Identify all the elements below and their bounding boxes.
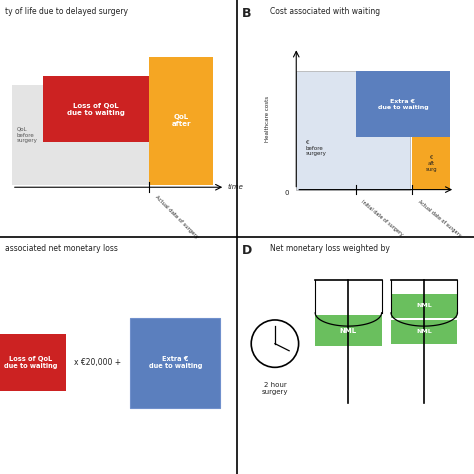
Text: D: D xyxy=(242,244,252,257)
Text: Loss of QoL
due to waiting: Loss of QoL due to waiting xyxy=(67,102,125,116)
Text: Actual date of surgery: Actual date of surgery xyxy=(417,199,462,238)
Bar xyxy=(391,320,457,344)
Text: QoL
before
surgery: QoL before surgery xyxy=(17,127,37,144)
Text: €
aft
surg: € aft surg xyxy=(426,155,437,172)
Text: 0: 0 xyxy=(285,190,289,196)
Text: Initial date of surgery: Initial date of surgery xyxy=(360,199,404,237)
Text: €
before
surgery: € before surgery xyxy=(306,140,327,156)
Text: B: B xyxy=(242,7,251,20)
Text: 2 hour
surgery: 2 hour surgery xyxy=(262,382,288,394)
Text: NML: NML xyxy=(416,303,432,308)
Bar xyxy=(391,294,457,318)
Text: Extra €
due to waiting: Extra € due to waiting xyxy=(378,99,428,109)
Text: NML: NML xyxy=(340,328,357,334)
Text: x €20,000 +: x €20,000 + xyxy=(73,358,121,367)
Bar xyxy=(0,334,66,391)
Text: QoL
after: QoL after xyxy=(172,114,191,128)
Text: ty of life due to delayed surgery: ty of life due to delayed surgery xyxy=(5,7,128,16)
Bar xyxy=(315,315,382,346)
Bar xyxy=(296,71,410,190)
Text: Extra €
due to waiting: Extra € due to waiting xyxy=(149,356,202,369)
Text: time: time xyxy=(228,184,243,190)
Bar xyxy=(412,137,450,190)
Bar xyxy=(12,85,149,185)
Text: Loss of QoL
due to waiting: Loss of QoL due to waiting xyxy=(4,356,57,369)
Text: Cost associated with waiting: Cost associated with waiting xyxy=(270,7,380,16)
Text: Actual date of surgery: Actual date of surgery xyxy=(154,194,199,239)
Text: Healthcare costs: Healthcare costs xyxy=(265,95,270,142)
Text: NML: NML xyxy=(416,329,432,334)
Text: Net monetary loss weighted by: Net monetary loss weighted by xyxy=(270,244,390,253)
Bar xyxy=(43,76,149,142)
Text: associated net monetary loss: associated net monetary loss xyxy=(5,244,118,253)
Bar xyxy=(356,71,450,137)
Bar xyxy=(130,318,220,408)
Bar xyxy=(149,57,213,185)
